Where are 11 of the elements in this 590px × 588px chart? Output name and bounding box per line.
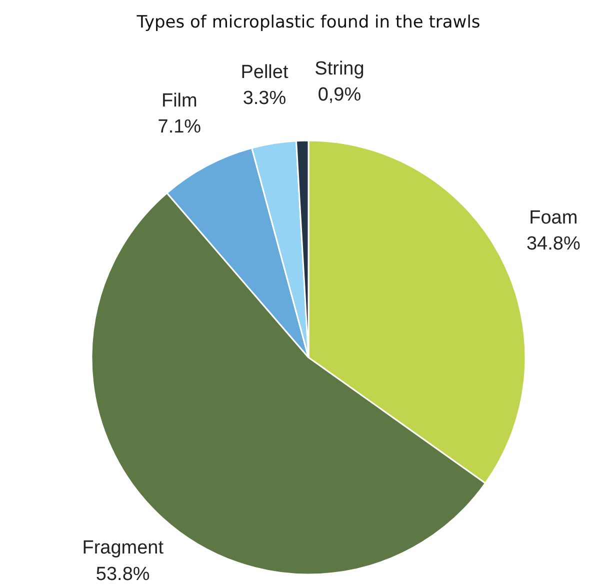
- data-label: 0,9%: [318, 84, 362, 106]
- data-label: 53.8%: [96, 564, 150, 585]
- data-label: 34.8%: [526, 234, 580, 255]
- slice-label: Foam: [529, 207, 578, 228]
- slice-label: Pellet: [240, 62, 289, 83]
- slice-label: Fragment: [82, 538, 164, 559]
- slice-label: String: [314, 58, 364, 80]
- data-label: 3.3%: [242, 88, 286, 110]
- slice-label: Film: [161, 90, 198, 112]
- chart-title: Types of microplastic found in the trawls: [136, 12, 480, 32]
- data-label: 7.1%: [158, 116, 202, 138]
